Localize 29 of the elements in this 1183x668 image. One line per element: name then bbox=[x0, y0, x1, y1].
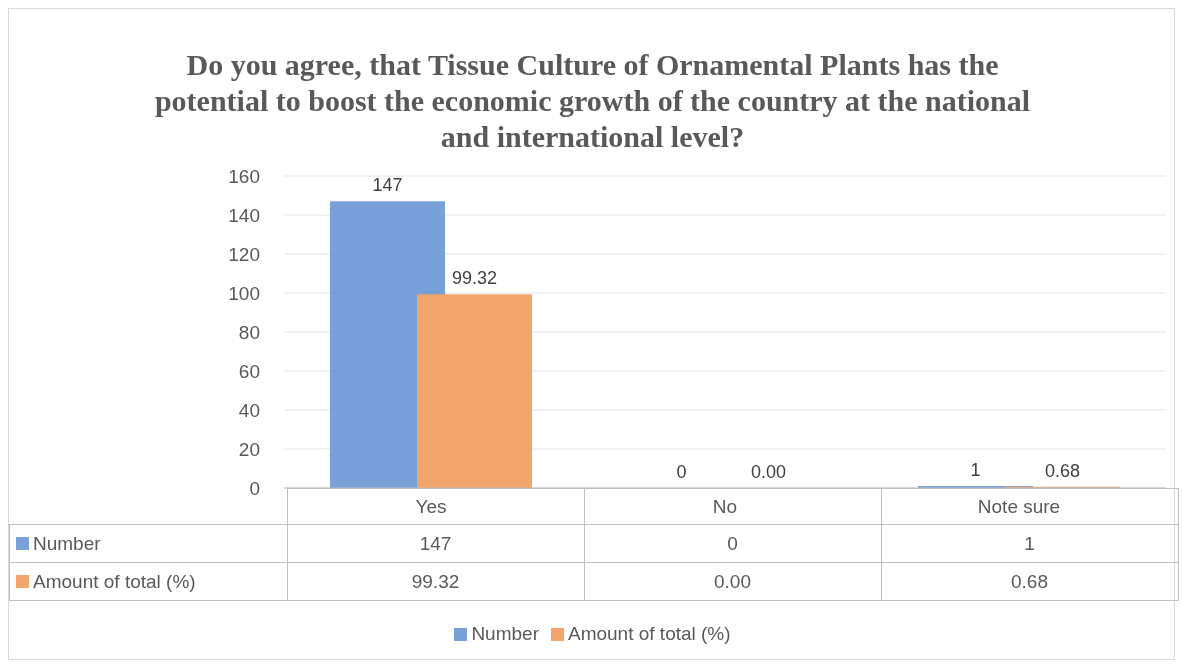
text: Number bbox=[33, 532, 101, 554]
data-label: 99.32 bbox=[287, 562, 584, 601]
x-tick-label: Note sure bbox=[977, 496, 1061, 518]
data-label: 1 bbox=[881, 524, 1178, 563]
data-label: 0.00 bbox=[584, 562, 881, 601]
data-label: 0 bbox=[584, 524, 881, 563]
data-label: 147 bbox=[287, 524, 584, 563]
data-label: 0.68 bbox=[881, 562, 1178, 601]
y-tick-label: 0 bbox=[249, 477, 260, 499]
text: 0 bbox=[676, 461, 687, 482]
text: 0.00 bbox=[750, 461, 787, 482]
text: 0.68 bbox=[1044, 460, 1081, 481]
y-tick-label: 20 bbox=[238, 438, 260, 460]
legend-label: Amount of total (%) bbox=[566, 623, 731, 645]
y-tick-label: 100 bbox=[228, 282, 260, 304]
y-tick-label: 160 bbox=[228, 165, 260, 187]
x-tick-label: Yes bbox=[415, 496, 447, 518]
x-tick-label: No bbox=[712, 496, 738, 518]
text: 147 bbox=[372, 175, 403, 196]
text: 99.32 bbox=[451, 268, 498, 289]
legend-label: Number bbox=[470, 623, 539, 645]
y-tick-label: 140 bbox=[228, 204, 260, 226]
y-tick-label: 40 bbox=[238, 399, 260, 421]
text: Amount of total (%) bbox=[33, 570, 196, 592]
y-tick-label: 120 bbox=[228, 243, 260, 265]
text: 1 bbox=[970, 460, 981, 481]
y-tick-label: 60 bbox=[238, 360, 260, 382]
y-tick-label: 80 bbox=[238, 321, 260, 343]
chart-title: Do you agree, that Tissue Culture of Ornamental Plants has the potential to boost the economic growth of the country at the national and international level? bbox=[153, 47, 1032, 155]
